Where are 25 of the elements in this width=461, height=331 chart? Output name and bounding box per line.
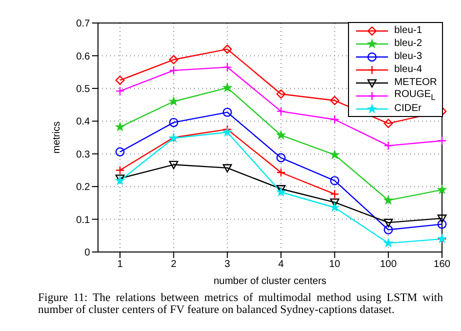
x-tick-label: 1 xyxy=(117,259,124,270)
y-tick-label: 0 xyxy=(84,248,90,259)
x-tick-label: 3 xyxy=(224,259,231,270)
y-tick-label: 0.1 xyxy=(76,214,90,226)
caption: Figure 11: The relations between metrics of multimodal method using LSTM with number of cluster centers of FV feature on balanced Sydney-captions dataset. xyxy=(38,292,443,316)
legend-label: METEOR xyxy=(394,77,437,88)
x-tick-label: 10 xyxy=(329,259,341,270)
legend-label: bleu-3 xyxy=(394,51,422,62)
legend-label: bleu-1 xyxy=(394,25,422,36)
y-tick-label: 0.7 xyxy=(76,18,90,30)
legend-label: bleu-2 xyxy=(394,38,422,49)
x-tick-label: 160 xyxy=(434,259,451,270)
y-tick-label: 0.6 xyxy=(76,51,90,62)
y-tick-label: 0.3 xyxy=(76,149,90,160)
legend-label: bleu-4 xyxy=(394,64,422,75)
x-tick-label: 4 xyxy=(278,259,284,270)
y-tick-label: 0.4 xyxy=(76,116,90,128)
legend-label: CIDEr xyxy=(394,103,422,114)
x-tick-label: 2 xyxy=(170,259,177,270)
x-tick-label: 100 xyxy=(380,259,398,270)
x-axis-title: number of cluster centers xyxy=(214,276,326,287)
y-axis-title: metrics xyxy=(52,121,63,154)
y-tick-label: 0.2 xyxy=(76,182,90,194)
y-tick-label: 0.5 xyxy=(76,84,90,95)
legend-label: ROUGE$_{L}$ xyxy=(394,89,436,102)
